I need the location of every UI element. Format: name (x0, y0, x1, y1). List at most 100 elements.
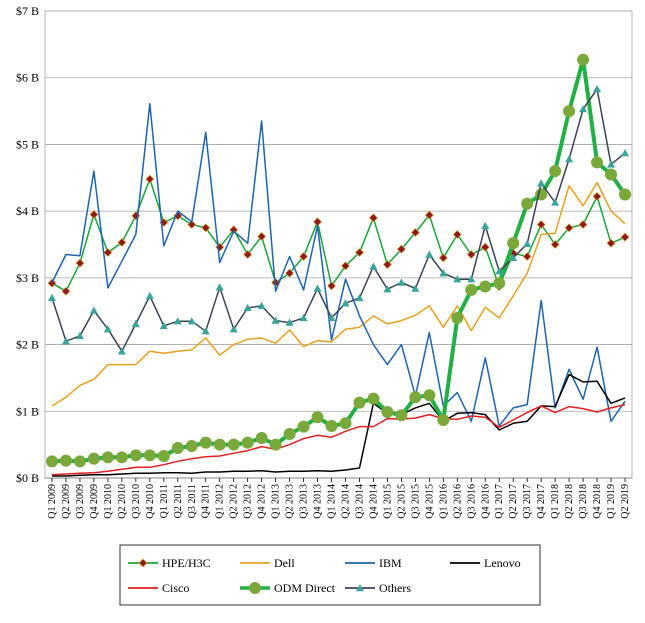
legend-label: Others (379, 581, 411, 595)
data-point (383, 285, 392, 293)
data-point (313, 284, 322, 292)
x-tick-label: Q2 2011 (173, 484, 184, 518)
y-tick-label: $5 B (16, 137, 39, 151)
data-point (257, 301, 266, 310)
data-point (537, 179, 546, 187)
legend-label: HPE/H3C (162, 556, 211, 570)
data-point (339, 417, 352, 430)
data-point (369, 262, 378, 270)
axes: $0 B$1 B$2 B$3 B$4 B$5 B$6 B$7 BQ1 2009 Q… (16, 4, 631, 519)
data-point (451, 311, 464, 324)
legend-label: Lenovo (484, 556, 521, 570)
x-tick-label: Q4 2014 (368, 484, 379, 519)
legend-item: HPE/H3C (128, 556, 211, 570)
x-tick-label: Q1 2012 (215, 484, 226, 519)
x-tick-label: Q2 2017 (508, 484, 519, 519)
data-point (73, 455, 86, 468)
data-point (620, 232, 630, 242)
data-point (87, 452, 100, 465)
x-tick-label: Q3 2015 (410, 484, 421, 519)
data-point (549, 165, 562, 178)
data-point (479, 280, 492, 293)
legend-label: IBM (379, 556, 402, 570)
data-point (201, 327, 210, 335)
data-point (341, 261, 350, 271)
data-point (481, 221, 490, 230)
x-tick-label: Q4 2011 (201, 484, 212, 518)
data-point (423, 389, 436, 402)
data-point (61, 337, 70, 345)
data-point (607, 160, 616, 168)
data-point (621, 149, 630, 157)
data-point (410, 228, 420, 237)
data-point (507, 237, 520, 250)
data-point (355, 248, 364, 257)
data-point (606, 238, 616, 248)
legend-label: Cisco (162, 581, 189, 595)
data-point (395, 409, 408, 422)
data-point (578, 220, 588, 229)
data-point (536, 220, 546, 229)
data-point (271, 316, 280, 324)
x-tick-label: Q1 2018 (550, 484, 561, 519)
x-tick-label: Q4 2018 (592, 484, 603, 519)
data-point (47, 278, 57, 288)
data-point (467, 275, 476, 283)
data-point (551, 198, 560, 206)
data-point (563, 105, 576, 118)
data-point (103, 325, 112, 333)
data-point (355, 293, 364, 302)
x-tick-label: Q3 2012 (243, 484, 254, 519)
y-tick-label: $7 B (16, 4, 39, 18)
legend-item: Dell (240, 556, 295, 570)
data-point (411, 284, 420, 292)
data-point (283, 427, 296, 440)
data-point (145, 174, 155, 184)
data-point (521, 197, 534, 210)
data-point (592, 192, 602, 201)
series-line (51, 403, 626, 476)
legend-item: Others (345, 581, 411, 595)
y-tick-label: $6 B (16, 71, 39, 85)
x-tick-label: Q2 2018 (564, 484, 575, 519)
data-point (241, 436, 254, 449)
data-point (397, 278, 406, 286)
data-point (341, 299, 350, 307)
x-tick-label: Q1 2013 (271, 484, 282, 519)
data-point (227, 438, 240, 451)
data-point (327, 281, 336, 291)
x-tick-label: Q3 2016 (466, 484, 477, 519)
data-point (313, 217, 322, 227)
data-point (59, 454, 72, 467)
data-point (213, 438, 226, 451)
data-point (493, 277, 506, 290)
data-point (101, 451, 114, 464)
plot-border (44, 10, 633, 479)
data-point (243, 303, 252, 312)
data-point (131, 319, 140, 328)
y-tick-label: $3 B (16, 271, 39, 285)
legend-marker (249, 582, 261, 594)
data-point (605, 168, 618, 181)
data-point (439, 269, 448, 277)
x-tick-label: Q2 2012 (229, 484, 240, 519)
data-point (353, 396, 366, 409)
x-tick-label: Q2 2019 (620, 484, 631, 519)
data-point (424, 210, 434, 220)
series-line (51, 181, 626, 407)
series-3 (52, 373, 626, 477)
data-point (593, 85, 602, 93)
x-tick-label: Q1 2016 (438, 484, 449, 519)
x-tick-label: Q4 2012 (257, 484, 268, 519)
data-point (257, 232, 267, 241)
x-tick-label: Q4 2010 (145, 484, 156, 519)
data-point (117, 238, 127, 247)
data-point (550, 240, 560, 249)
data-point (185, 439, 198, 452)
data-point (75, 258, 85, 268)
data-point (75, 331, 84, 340)
data-point (579, 105, 588, 113)
legend-marker (356, 584, 364, 592)
data-point (187, 317, 196, 325)
